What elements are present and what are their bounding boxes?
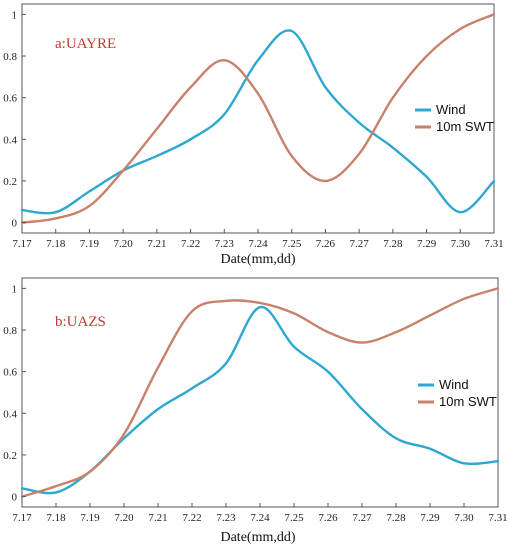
x-tick-label-a-11: 7.28 xyxy=(383,238,403,250)
x-tick-label-a-7: 7.24 xyxy=(248,238,268,250)
legend-label-10m-swt-a: 10m SWT xyxy=(436,119,494,134)
y-tick-label-b-4: 0.8 xyxy=(3,325,17,337)
legend-a: Wind 10m SWT xyxy=(415,102,494,134)
x-tick-label-b-4: 7.21 xyxy=(148,512,167,524)
y-tick-label-b-1: 0.2 xyxy=(3,450,17,462)
x-tick-label-b-14: 7.31 xyxy=(488,512,507,524)
x-tick-label-b-13: 7.30 xyxy=(454,512,474,524)
x-tick-label-a-2: 7.19 xyxy=(80,238,100,250)
x-tick-label-b-1: 7.18 xyxy=(46,512,66,524)
y-tick-label-b-5: 1 xyxy=(12,283,18,295)
x-tick-label-a-10: 7.27 xyxy=(350,238,370,250)
x-tick-label-b-2: 7.19 xyxy=(80,512,100,524)
x-tick-label-a-8: 7.25 xyxy=(282,238,302,250)
x-tick-label-a-9: 7.26 xyxy=(316,238,336,250)
series-line-wind-b xyxy=(20,305,500,495)
plot-frame-b xyxy=(21,277,499,508)
panel-a: a:UAYRE 7.17 7.18 7.19 7.20 7.21 7.22 7.23 7.24… xyxy=(3,3,504,267)
y-tick-label-a-3: 0.6 xyxy=(3,93,17,105)
panel-label-b: b:UAZS xyxy=(55,314,106,330)
x-axis-label-b: Date(mm,dd) xyxy=(220,530,295,545)
y-tick-label-b-2: 0.4 xyxy=(3,408,17,420)
x-tick-label-b-0: 7.17 xyxy=(12,512,32,524)
panel-b: b:UAZS 7.17 7.18 7.19 7.20 7.21 7.22 7.23 7.24 7… xyxy=(3,277,508,545)
x-tick-label-a-13: 7.30 xyxy=(451,238,471,250)
y-tick-label-a-0: 0 xyxy=(12,218,18,230)
x-axis-label-a: Date(mm,dd) xyxy=(220,252,295,267)
y-tick-label-a-5: 1 xyxy=(12,9,18,21)
y-tick-label-b-3: 0.6 xyxy=(3,367,17,379)
legend-label-10m-swt-b: 10m SWT xyxy=(439,394,497,409)
x-tick-label-a-4: 7.21 xyxy=(147,238,166,250)
legend-label-wind-a: Wind xyxy=(436,102,466,117)
x-tick-label-b-11: 7.28 xyxy=(386,512,406,524)
x-tick-label-b-10: 7.27 xyxy=(352,512,372,524)
legend-b: Wind 10m SWT xyxy=(418,377,497,409)
y-tick-label-b-0: 0 xyxy=(12,492,18,504)
panel-label-a: a:UAYRE xyxy=(55,36,116,52)
x-tick-label-b-9: 7.26 xyxy=(318,512,338,524)
y-tick-label-a-1: 0.2 xyxy=(3,176,17,188)
series-line-wind-a xyxy=(20,29,496,215)
x-tick-label-b-7: 7.24 xyxy=(250,512,270,524)
legend-label-wind-b: Wind xyxy=(439,377,469,392)
series-line-10m-swt-a xyxy=(20,13,496,224)
x-tick-label-a-14: 7.31 xyxy=(484,238,503,250)
y-tick-label-a-4: 0.8 xyxy=(3,51,17,63)
x-tick-label-b-5: 7.22 xyxy=(182,512,201,524)
series-line-10m-swt-b xyxy=(20,287,500,498)
y-tick-label-a-2: 0.4 xyxy=(3,134,17,146)
x-tick-label-a-0: 7.17 xyxy=(12,238,32,250)
x-tick-label-a-12: 7.29 xyxy=(417,238,437,250)
x-tick-label-b-8: 7.25 xyxy=(284,512,304,524)
x-tick-label-b-6: 7.23 xyxy=(216,512,236,524)
x-tick-label-b-3: 7.20 xyxy=(114,512,134,524)
x-tick-label-b-12: 7.29 xyxy=(420,512,440,524)
x-tick-label-a-3: 7.20 xyxy=(114,238,134,250)
x-tick-label-a-5: 7.22 xyxy=(181,238,200,250)
x-tick-label-a-6: 7.23 xyxy=(215,238,235,250)
x-tick-label-a-1: 7.18 xyxy=(46,238,66,250)
